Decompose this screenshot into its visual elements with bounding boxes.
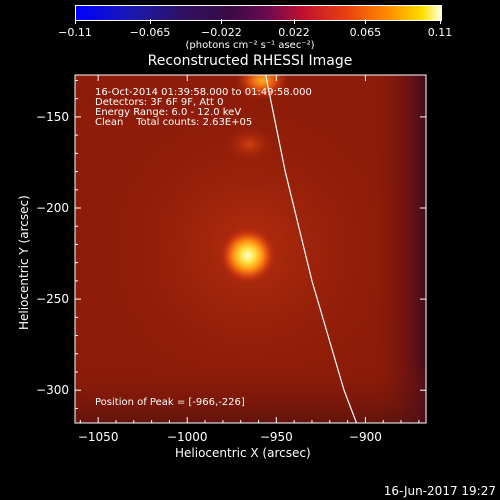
y-tick-label: −300: [36, 383, 69, 397]
y-tick-label: −250: [36, 292, 69, 306]
colorbar-tick-label: −0.11: [58, 26, 92, 39]
colorbar-tick-mark: [365, 19, 367, 24]
y-tick-label: −150: [36, 110, 69, 124]
info-line: Energy Range: 6.0 - 12.0 keV: [95, 107, 242, 118]
x-axis-label: Heliocentric X (arcsec): [175, 446, 311, 460]
source-blob: [234, 75, 291, 101]
peak-source: [217, 225, 278, 286]
source-blob: [223, 126, 276, 163]
info-line: Clean Total counts: 2.63E+05: [95, 117, 253, 128]
colorbar: [75, 5, 442, 21]
colorbar-tick-label: −0.022: [201, 26, 242, 39]
plot-frame: [74, 74, 427, 424]
peak-position: Position of Peak = [-966,-226]: [95, 397, 245, 408]
chart-title: Reconstructed RHESSI Image: [147, 53, 353, 69]
colorbar-tick-label: 0.065: [349, 26, 382, 39]
date-stamp: 16-Jun-2017 19:27: [383, 484, 496, 498]
image-area: [75, 75, 426, 423]
info-line: Detectors: 3F 6F 9F, Att 0: [95, 97, 224, 108]
y-tick-label: −200: [36, 201, 69, 215]
solar-limb: [265, 75, 358, 423]
colorbar-tick-mark: [221, 19, 222, 24]
image-edge-bottom: [75, 360, 426, 423]
colorbar-units: (photons cm⁻² s⁻¹ asec⁻²): [185, 40, 315, 51]
info-line: 16-Oct-2014 01:39:58.000 to 01:49:58.000: [95, 87, 312, 98]
colorbar-tick-label: 0.022: [278, 26, 310, 39]
observation-info: 16-Oct-2014 01:39:58.000 to 01:49:58.000…: [95, 88, 312, 128]
colorbar-tick-mark: [440, 19, 441, 24]
x-tick-label: −950: [260, 430, 293, 444]
x-tick-label: −900: [349, 430, 382, 444]
colorbar-tick-mark: [75, 19, 76, 24]
y-axis-label: Heliocentric Y (arcsec): [17, 195, 31, 330]
x-tick-label: −1000: [167, 430, 208, 444]
colorbar-tick-label: −0.065: [129, 26, 171, 39]
x-tick-label: −1050: [78, 430, 119, 444]
colorbar-tick-mark: [149, 19, 151, 24]
colorbar-tick-label: 0.11: [427, 26, 453, 39]
colorbar-tick-mark: [294, 19, 295, 24]
